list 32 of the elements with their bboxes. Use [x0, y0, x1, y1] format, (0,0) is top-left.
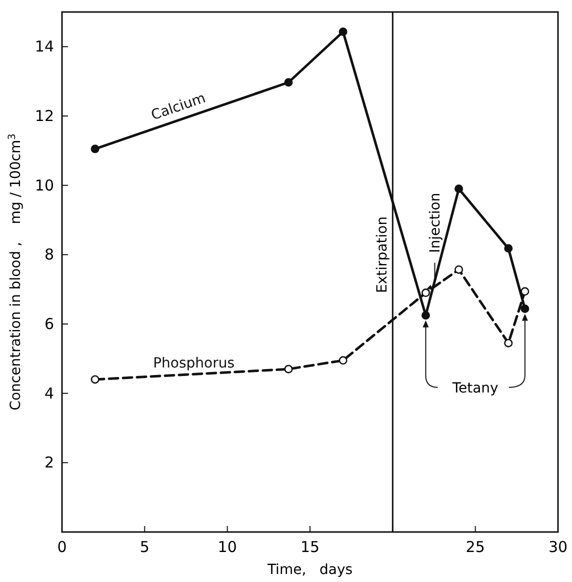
y-tick-label: 14 — [34, 38, 54, 56]
annotation: Injection — [428, 192, 444, 253]
point — [421, 311, 430, 320]
y-tick-label: 12 — [34, 107, 54, 125]
y-tick-label: 6 — [44, 315, 54, 333]
y-tick-label: 8 — [44, 246, 54, 264]
series-label: Phosphorus — [153, 355, 235, 372]
point — [338, 28, 348, 36]
point — [338, 356, 348, 365]
point — [90, 144, 100, 154]
point — [454, 265, 464, 274]
point — [504, 338, 513, 348]
x-tick-label: 15 — [300, 538, 320, 556]
point — [284, 364, 293, 374]
point — [421, 288, 430, 298]
annotation: Tetany — [451, 380, 498, 396]
x-tick-label: 10 — [218, 538, 237, 556]
point — [520, 287, 530, 296]
x-tick-label: 5 — [140, 538, 150, 556]
ref-line-label: Extirpation — [374, 216, 391, 293]
y-tick-label: 2 — [44, 454, 54, 472]
y-tick-label: 10 — [34, 176, 54, 194]
x-tick-label: 0 — [57, 538, 67, 556]
point — [454, 184, 464, 194]
point — [504, 244, 513, 253]
y-tick-label: 4 — [44, 384, 54, 402]
x-tick-label: 30 — [548, 538, 568, 556]
point — [520, 304, 530, 313]
x-axis-title: Time, days — [266, 562, 353, 578]
x-tick-label: 25 — [466, 538, 485, 556]
point — [90, 375, 100, 384]
point — [284, 78, 293, 87]
